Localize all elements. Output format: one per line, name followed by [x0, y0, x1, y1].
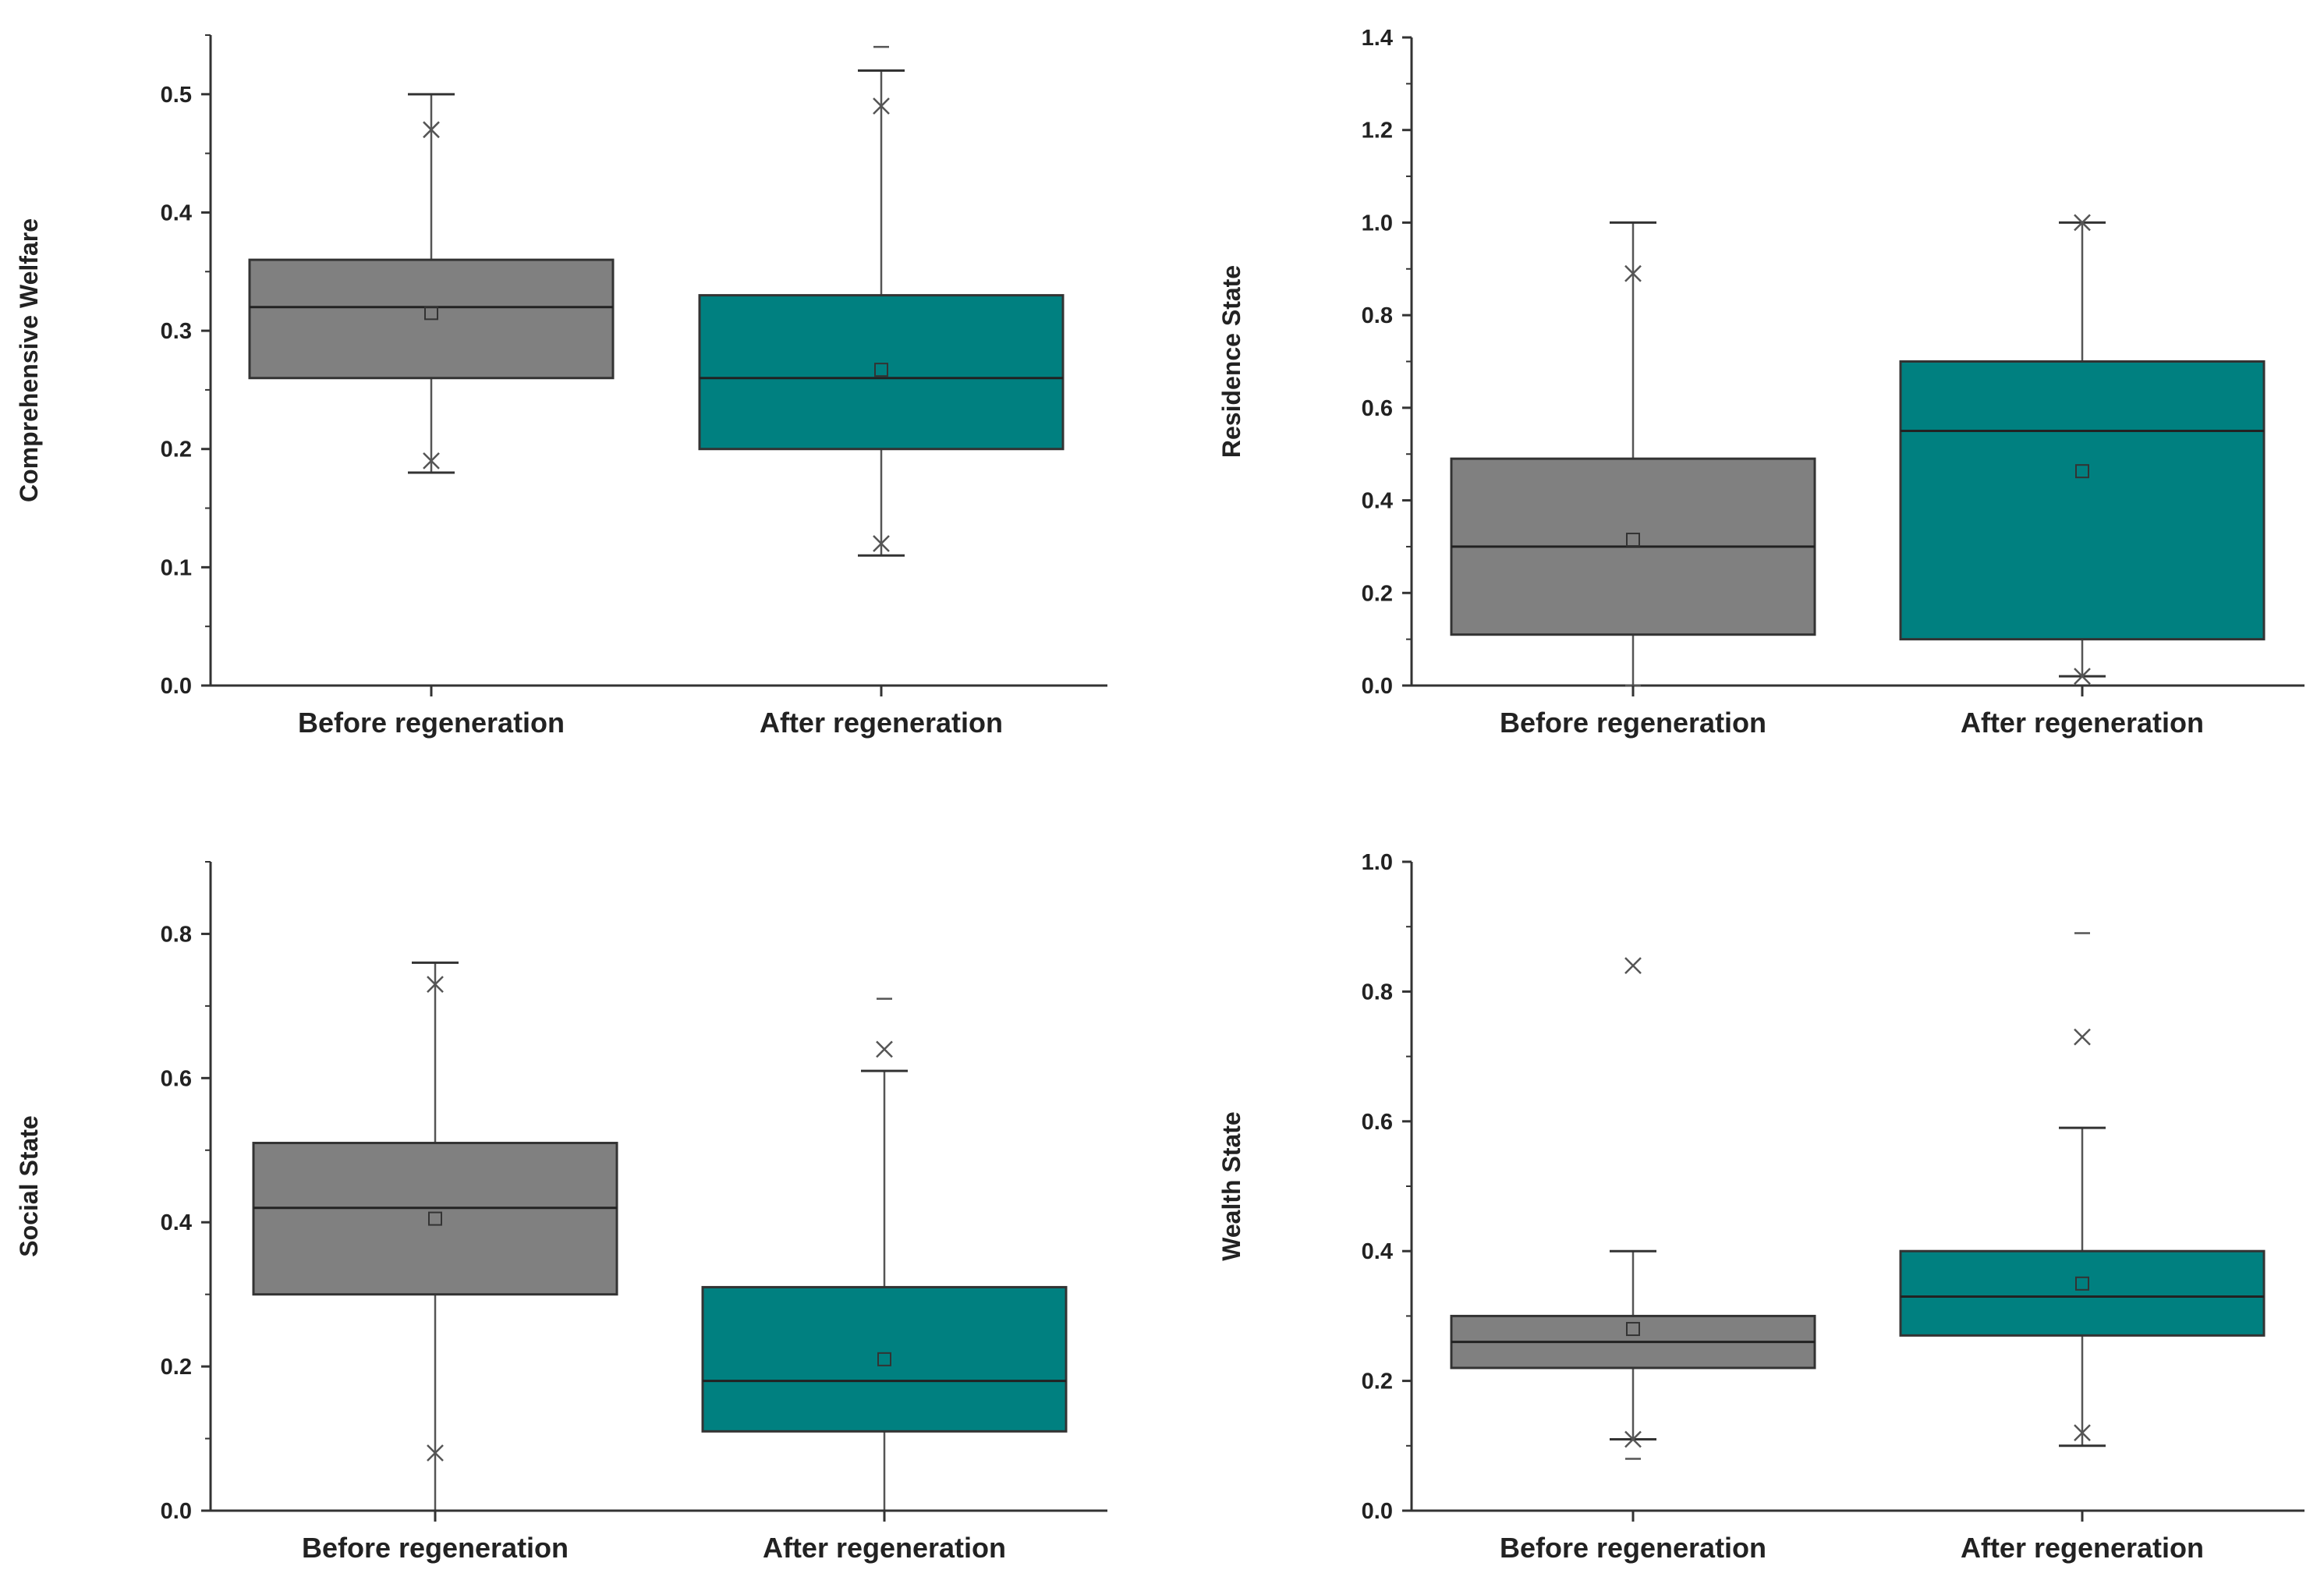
mean-marker — [2075, 464, 2089, 479]
chart-panel-1: 0.0 0.1 0.2 0.3 0.4 0.5 Comprehensive Welfare B… — [15, 34, 1107, 739]
y-tick-label: 0.0 — [1362, 674, 1393, 699]
x-marker — [427, 1444, 444, 1462]
x-category-label: Before regeneration — [298, 707, 565, 739]
x-category-label: After regeneration — [763, 1532, 1006, 1564]
mean-marker — [2075, 1276, 2089, 1291]
x-marker — [1624, 1430, 1642, 1448]
x-category-label: Before regeneration — [1500, 1532, 1766, 1564]
x-category-label: Before regeneration — [302, 1532, 569, 1564]
y-tick-label: 1.0 — [1362, 850, 1393, 875]
y-tick-label: 0.8 — [1362, 303, 1393, 328]
box-after-regeneration — [698, 45, 1065, 557]
mean-marker — [424, 306, 438, 321]
mean-marker — [1626, 1322, 1640, 1337]
y-tick-label: 0.0 — [161, 1499, 192, 1524]
x-category-label: After regeneration — [760, 707, 1003, 739]
x-marker — [2074, 668, 2091, 686]
y-tick-label: 0.0 — [161, 674, 192, 699]
y-tick-label: 0.4 — [161, 1210, 192, 1235]
y-tick-label: 0.0 — [1362, 1499, 1393, 1524]
x-marker — [2074, 1028, 2091, 1046]
x-marker — [2074, 1424, 2091, 1442]
x-marker — [423, 452, 440, 470]
x-marker — [1624, 264, 1642, 282]
box-before-regeneration — [1450, 957, 1816, 1460]
y-tick-label: 0.5 — [161, 83, 192, 108]
mean-marker — [877, 1352, 891, 1366]
y-tick-label: 0.2 — [161, 1355, 192, 1380]
y-tick-label: 0.4 — [161, 200, 192, 225]
y-tick-label: 0.3 — [161, 319, 192, 344]
y-tick-label: 1.0 — [1362, 211, 1393, 236]
mean-marker — [874, 363, 888, 377]
x-category-label: Before regeneration — [1500, 707, 1766, 739]
x-marker — [873, 97, 890, 115]
mean-marker — [428, 1211, 442, 1226]
y-tick-label: 0.1 — [161, 555, 192, 580]
iqr-box — [698, 294, 1065, 451]
x-category-label: After regeneration — [1961, 1532, 2204, 1564]
y-axis-title: Comprehensive Welfare — [15, 218, 43, 502]
box-after-regeneration — [1899, 214, 2266, 686]
x-marker — [2074, 214, 2091, 232]
x-category-label: After regeneration — [1961, 707, 2204, 739]
y-tick-label: 1.2 — [1362, 119, 1393, 144]
y-tick-label: 0.4 — [1362, 489, 1393, 514]
x-marker — [423, 121, 440, 139]
y-axis-title: Residence State — [1217, 265, 1245, 458]
box-before-regeneration — [252, 961, 618, 1512]
x-marker — [427, 976, 444, 994]
box-after-regeneration — [701, 997, 1068, 1512]
x-marker — [873, 535, 890, 552]
chart-panel-4: 0.0 0.2 0.4 0.6 0.8 1.0 Wealth State Before reg… — [1217, 850, 2305, 1564]
mean-marker — [1626, 533, 1640, 547]
box-before-regeneration — [248, 93, 615, 474]
x-marker — [876, 1040, 893, 1058]
iqr-box — [701, 1285, 1068, 1433]
y-tick-label: 0.2 — [1362, 1370, 1393, 1394]
iqr-box — [1899, 360, 2266, 641]
y-tick-label: 0.2 — [1362, 581, 1393, 606]
y-tick-label: 0.6 — [1362, 1110, 1393, 1135]
y-tick-label: 0.6 — [1362, 396, 1393, 421]
y-tick-label: 0.4 — [1362, 1239, 1393, 1264]
chart-panel-2: 0.0 0.2 0.4 0.6 0.8 1.0 1.2 1.4 Residence State B… — [1217, 26, 2305, 739]
chart-panel-3: 0.0 0.2 0.4 0.6 0.8 Social State Before regene… — [15, 861, 1107, 1564]
y-tick-label: 0.6 — [161, 1066, 192, 1091]
y-tick-label: 1.4 — [1362, 26, 1393, 51]
x-marker — [1624, 957, 1642, 975]
box-after-regeneration — [1899, 932, 2266, 1447]
y-axis-title: Social State — [15, 1115, 43, 1256]
iqr-box — [1899, 1249, 2266, 1337]
iqr-box — [252, 1142, 618, 1296]
y-axis-title: Wealth State — [1217, 1111, 1245, 1260]
y-tick-label: 0.8 — [1362, 980, 1393, 1005]
y-tick-label: 0.2 — [161, 438, 192, 462]
y-tick-label: 0.8 — [161, 922, 192, 947]
box-before-regeneration — [1450, 221, 1816, 687]
